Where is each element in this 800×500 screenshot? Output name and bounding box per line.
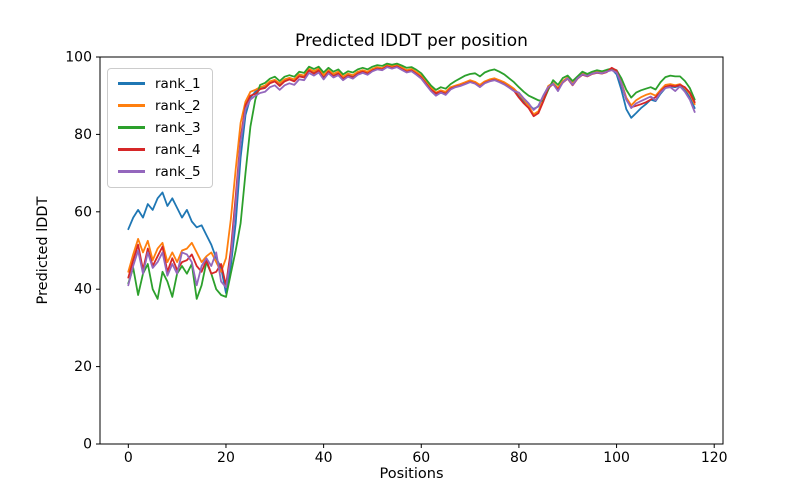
legend-line-swatch <box>118 170 145 173</box>
legend-line-swatch <box>118 148 145 151</box>
legend-entry-rank_3: rank_3 <box>118 119 201 136</box>
legend-label: rank_4 <box>155 141 201 158</box>
x-tick-label: 20 <box>217 450 235 466</box>
legend-line-swatch <box>118 82 145 85</box>
legend-entry-rank_2: rank_2 <box>118 97 201 114</box>
legend-line-swatch <box>118 126 145 129</box>
y-tick-label: 60 <box>74 204 92 220</box>
x-tick-label: 0 <box>124 450 133 466</box>
legend-label: rank_1 <box>155 75 201 92</box>
legend-label: rank_3 <box>155 119 201 136</box>
x-axis-label: Positions <box>379 466 443 482</box>
legend-label: rank_5 <box>155 163 201 180</box>
series-line-rank_3 <box>127 62 696 300</box>
y-tick-label: 80 <box>74 127 92 143</box>
x-tick-label: 100 <box>603 450 630 466</box>
axis-ticks: 0 20 40 60 80 100 120 0 20 40 60 80 100 <box>65 50 727 467</box>
y-tick-label: 40 <box>74 282 92 298</box>
legend-entry-rank_5: rank_5 <box>118 163 201 180</box>
x-tick-label: 120 <box>701 450 728 466</box>
plot-border <box>99 56 724 445</box>
chart-title: Predicted lDDT per position <box>295 31 528 51</box>
x-tick-label: 40 <box>315 450 333 466</box>
y-axis-label: Predicted lDDT <box>35 196 51 304</box>
y-tick-label: 20 <box>74 359 92 375</box>
series-lines <box>127 62 696 300</box>
axes-spines <box>99 56 724 445</box>
legend-entry-rank_1: rank_1 <box>118 75 201 92</box>
y-tick-label: 100 <box>65 50 92 66</box>
legend-line-swatch <box>118 104 145 107</box>
x-tick-label: 80 <box>510 450 528 466</box>
legend-label: rank_2 <box>155 97 201 114</box>
y-tick-label: 0 <box>83 437 92 453</box>
legend-entry-rank_4: rank_4 <box>118 141 201 158</box>
series-line-rank_2 <box>127 63 696 273</box>
x-tick-label: 60 <box>412 450 430 466</box>
legend: rank_1 rank_2 rank_3 rank_4 rank_5 <box>107 68 213 188</box>
series-line-rank_5 <box>127 66 696 289</box>
